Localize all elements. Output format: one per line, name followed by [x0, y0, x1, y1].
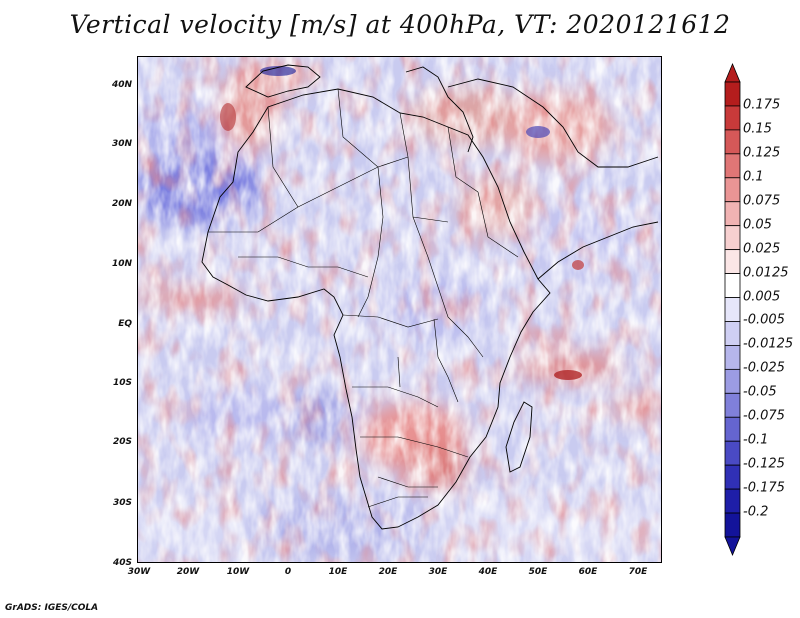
footer-credit: GrADS: IGES/COLA	[5, 603, 99, 613]
lon-tick-label: 20E	[378, 567, 398, 577]
colorbar-segment	[724, 488, 741, 514]
lat-tick-label: 40N	[111, 80, 132, 90]
colorbar-label: -0.025	[743, 360, 785, 376]
field-maxima	[220, 66, 584, 380]
colorbar-segment	[724, 153, 741, 179]
colorbar-label: 0.025	[743, 241, 781, 257]
colorbar-segment	[724, 105, 741, 131]
colorbar-segment	[724, 464, 741, 490]
colorbar-segment	[724, 368, 741, 394]
colorbar-label: 0.15	[743, 121, 772, 137]
map-plot	[138, 57, 661, 562]
lat-tick-label: 20N	[111, 199, 132, 209]
colorbar-segment	[724, 392, 741, 418]
lon-tick-label: 30W	[127, 567, 151, 577]
lon-tick-label: 30E	[428, 567, 448, 577]
colorbar-segment	[724, 249, 741, 274]
colorbar-label: -0.075	[743, 408, 785, 424]
colorbar-label: -0.1	[743, 432, 769, 448]
colorbar-label: -0.125	[743, 456, 785, 472]
lat-tick-label: EQ	[118, 319, 132, 329]
colorbar-label: -0.175	[743, 480, 785, 496]
colorbar-segment	[724, 129, 741, 155]
lat-tick-label: 40S	[112, 558, 132, 568]
lat-tick-label: 10S	[112, 378, 132, 388]
colorbar-segment	[724, 321, 741, 346]
colorbar-segment	[724, 273, 741, 298]
colorbar-label: 0.075	[743, 193, 781, 209]
colorbar-label: -0.005	[743, 312, 785, 328]
colorbar-segment	[724, 81, 741, 107]
colorbar-min-arrow	[724, 536, 741, 557]
colorbar-label: -0.0125	[743, 336, 794, 352]
map-title: Vertical velocity [m/s] at 400hPa, VT: 2…	[69, 10, 731, 39]
colorbar-label: 0.05	[743, 217, 772, 233]
lon-tick-label: 20W	[176, 567, 200, 577]
colorbar-label: 0.125	[743, 145, 781, 161]
lon-tick-label: 10W	[226, 567, 250, 577]
colorbar-label: 0.175	[743, 97, 781, 113]
lat-tick-label: 10N	[111, 259, 132, 269]
lon-tick-label: 70E	[628, 567, 648, 577]
colorbar-label: -0.05	[743, 384, 777, 400]
colorbar-segment	[724, 440, 741, 466]
lat-tick-label: 20S	[112, 437, 132, 447]
colorbar	[724, 62, 741, 557]
lat-tick-label: 30S	[112, 498, 132, 508]
country-borders	[208, 88, 519, 508]
colorbar-max-arrow	[724, 62, 741, 83]
colorbar-segment	[724, 225, 741, 251]
colorbar-segment	[724, 297, 741, 322]
colorbar-label: -0.2	[743, 504, 769, 520]
colorbar-segment	[724, 416, 741, 442]
field-texture-white	[138, 57, 661, 562]
colorbar-segment	[724, 177, 741, 203]
lon-tick-label: 60E	[578, 567, 598, 577]
lon-tick-label: 50E	[528, 567, 548, 577]
colorbar-label: 0.005	[743, 289, 781, 305]
map-panel	[137, 56, 662, 563]
colorbar-segment	[724, 345, 741, 370]
colorbar-segment	[724, 512, 741, 538]
colorbar-label: 0.1	[743, 169, 764, 185]
lon-tick-label: 10E	[328, 567, 348, 577]
lon-tick-label: 0	[284, 567, 292, 577]
lon-tick-label: 40E	[478, 567, 498, 577]
lat-tick-label: 30N	[111, 139, 132, 149]
colorbar-label: 0.0125	[743, 265, 789, 281]
colorbar-segment	[724, 201, 741, 227]
